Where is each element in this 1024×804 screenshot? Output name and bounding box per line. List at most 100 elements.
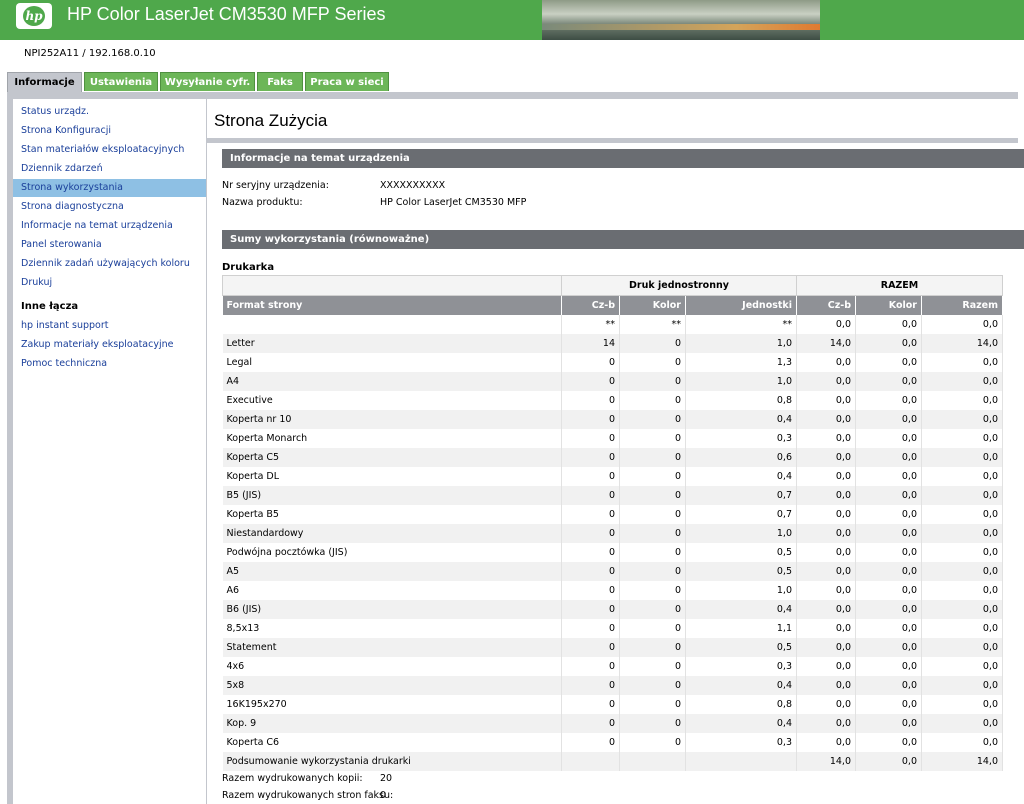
row-value-cell: 0,0 (855, 752, 922, 771)
copies-label: Razem wydrukowanych kopii: (222, 773, 363, 784)
hp-logo-icon: hp (23, 6, 45, 26)
row-value-cell (685, 752, 797, 771)
row-value-cell: 0,0 (921, 657, 1003, 676)
table-row: Koperta C6 0 0 0,3 0,0 0,0 0,0 (222, 733, 1003, 752)
sidebar-item-strona-diagnostyczna[interactable]: Strona diagnostyczna (21, 201, 124, 212)
table-row: Niestandardowy 0 0 1,0 0,0 0,0 0,0 (222, 524, 1003, 543)
row-value-cell: 0,0 (796, 467, 856, 486)
row-value-cell: 0 (561, 467, 620, 486)
row-value-cell: 0 (619, 543, 686, 562)
row-value-cell: 0 (619, 657, 686, 676)
row-format-cell: Executive (222, 391, 562, 410)
row-value-cell: 0 (561, 448, 620, 467)
row-value-cell: 0 (619, 524, 686, 543)
row-value-cell: 0,0 (855, 448, 922, 467)
row-format-cell: B6 (JIS) (222, 600, 562, 619)
sidebar-link-zakup-materialow[interactable]: Zakup materiały eksploatacyjne (21, 339, 174, 350)
sidebar-item-drukuj[interactable]: Drukuj (21, 277, 53, 288)
tab-ustawienia[interactable]: Ustawienia (84, 72, 158, 91)
row-format-cell: Kop. 9 (222, 714, 562, 733)
section-device-info: Informacje na temat urządzenia (222, 149, 1024, 168)
sidebar-item-dziennik-koloru[interactable]: Dziennik zadań używających koloru (21, 258, 190, 269)
copies-value: 20 (380, 773, 393, 784)
row-value-cell: 0,0 (855, 505, 922, 524)
row-value-cell (561, 752, 620, 771)
row-value-cell: 0,0 (796, 410, 856, 429)
sidebar-item-informacje-urzadzenia[interactable]: Informacje na temat urządzenia (21, 220, 173, 231)
tab-praca-w-sieci[interactable]: Praca w sieci (305, 72, 389, 91)
table-row: 4x6 0 0 0,3 0,0 0,0 0,0 (222, 657, 1003, 676)
col-format: Format strony (222, 295, 562, 315)
row-value-cell: 1,1 (685, 619, 797, 638)
table-row: Letter 14 0 1,0 14,0 0,0 14,0 (222, 334, 1003, 353)
app-title: HP Color LaserJet CM3530 MFP Series (67, 4, 386, 24)
sidebar-item-panel-sterowania[interactable]: Panel sterowania (21, 239, 102, 250)
row-value-cell: 14,0 (796, 752, 856, 771)
row-value-cell: 0,3 (685, 733, 797, 752)
sidebar-item-materialy[interactable]: Stan materiałów eksploatacyjnych (21, 144, 185, 155)
row-value-cell: 0,0 (921, 733, 1003, 752)
row-value-cell: 0,0 (796, 695, 856, 714)
usage-table: Druk jednostronny RAZEM Format strony Cz… (222, 275, 1003, 771)
row-value-cell: 0,5 (685, 543, 797, 562)
row-value-cell: 0,0 (921, 467, 1003, 486)
row-value-cell: 0,0 (796, 543, 856, 562)
sidebar-link-pomoc-techniczna[interactable]: Pomoc techniczna (21, 358, 108, 369)
row-value-cell: 0 (561, 486, 620, 505)
row-value-cell: 0,0 (921, 429, 1003, 448)
row-value-cell: 0,0 (796, 524, 856, 543)
row-value-cell: 0,7 (685, 505, 797, 524)
row-value-cell: 0,0 (921, 353, 1003, 372)
row-value-cell: 0 (619, 505, 686, 524)
row-value-cell: 14,0 (921, 752, 1003, 771)
group-total: RAZEM (796, 275, 1003, 296)
row-value-cell: 0,0 (921, 581, 1003, 600)
sidebar-link-instant-support[interactable]: hp instant support (21, 320, 109, 331)
sidebar: Status urządz. Strona Konfiguracji Stan … (13, 99, 206, 804)
serial-value: XXXXXXXXXX (380, 180, 446, 191)
sidebar-item-strona-wykorzystania[interactable]: Strona wykorzystania (13, 179, 206, 197)
other-links-heading: Inne łącza (21, 301, 79, 312)
row-value-cell: 0,5 (685, 638, 797, 657)
tab-wysylanie-cyfr[interactable]: Wysyłanie cyfr. (160, 72, 255, 91)
row-value-cell: 0 (561, 505, 620, 524)
row-value-cell: 0 (619, 733, 686, 752)
row-value-cell: 0,0 (855, 657, 922, 676)
row-value-cell: 0 (619, 467, 686, 486)
row-value-cell: 0,0 (921, 505, 1003, 524)
tab-faks[interactable]: Faks (257, 72, 303, 91)
row-value-cell: 0 (561, 695, 620, 714)
table-row: Legal 0 0 1,3 0,0 0,0 0,0 (222, 353, 1003, 372)
row-format-cell: 5x8 (222, 676, 562, 695)
fax-value: 0 (380, 790, 387, 801)
row-value-cell: 0,0 (921, 391, 1003, 410)
row-format-cell: Koperta nr 10 (222, 410, 562, 429)
tab-informacje[interactable]: Informacje (7, 72, 82, 93)
row-value-cell: 1,0 (685, 334, 797, 353)
row-value-cell: 0 (619, 676, 686, 695)
row-value-cell: 0 (619, 372, 686, 391)
row-value-cell: 0 (619, 334, 686, 353)
row-value-cell: 0,0 (921, 600, 1003, 619)
row-value-cell: 0,0 (855, 391, 922, 410)
row-value-cell: 0 (619, 562, 686, 581)
row-value-cell: 0,0 (921, 619, 1003, 638)
table-column-header: Format strony Cz-b Kolor Jednostki Cz-b … (222, 295, 1003, 315)
row-value-cell: 0,0 (796, 600, 856, 619)
row-value-cell: 0,7 (685, 486, 797, 505)
row-value-cell: 0,0 (855, 334, 922, 353)
row-value-cell: 0 (619, 353, 686, 372)
sidebar-item-konfiguracja[interactable]: Strona Konfiguracji (21, 125, 111, 136)
table-row: 8,5x13 0 0 1,1 0,0 0,0 0,0 (222, 619, 1003, 638)
row-value-cell: 0,0 (855, 543, 922, 562)
sidebar-item-status[interactable]: Status urządz. (21, 106, 90, 117)
sidebar-item-dziennik-zdarzen[interactable]: Dziennik zdarzeń (21, 163, 103, 174)
row-format-cell: B5 (JIS) (222, 486, 562, 505)
row-value-cell: 0,0 (855, 562, 922, 581)
row-value-cell: 0 (561, 676, 620, 695)
row-format-cell: Letter (222, 334, 562, 353)
row-format-cell: Koperta Monarch (222, 429, 562, 448)
row-value-cell: 0,0 (796, 676, 856, 695)
row-value-cell: 0 (561, 524, 620, 543)
hp-logo[interactable]: hp (16, 3, 52, 29)
